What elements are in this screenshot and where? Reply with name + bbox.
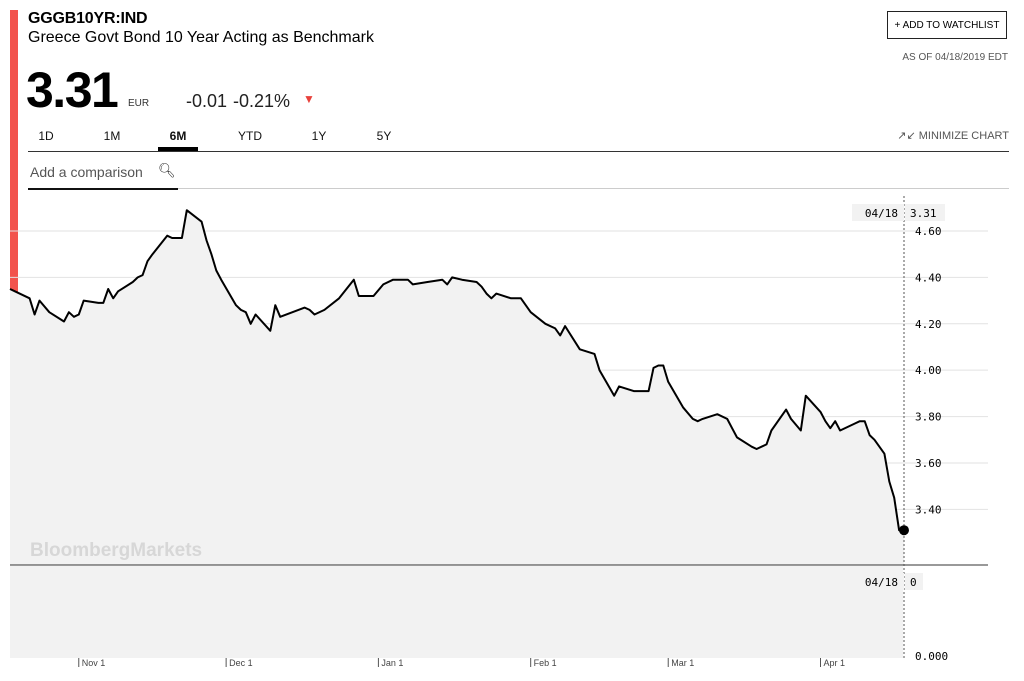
x-tick-label: Mar 1 [671,658,694,668]
lower-crosshair-date-box [852,573,904,590]
crosshair-value-box [905,204,945,221]
y-axis-ticks: 3.40 3.60 3.80 4.00 4.20 4.40 4.60 [915,225,942,516]
last-price: 3.31 [26,62,119,118]
x-tick-label: Feb 1 [534,658,557,668]
y-tick-label: 4.00 [915,364,942,377]
price-currency: EUR [128,98,150,109]
tab-ytd[interactable]: YTD [238,129,262,143]
tab-1m[interactable]: 1M [103,129,121,143]
tab-5y[interactable]: 5Y [376,129,392,143]
x-tick-label: Jan 1 [381,658,403,668]
search-icon[interactable]: 🔍︎ [158,162,176,178]
x-tick-label: Dec 1 [229,658,253,668]
x-tick-label: Nov 1 [82,658,106,668]
lower-crosshair-date-label: 04/18 [865,576,898,589]
tab-1d[interactable]: 1D [38,129,54,143]
ticker-symbol: GGGB10YR:IND [28,10,148,27]
range-tabs: 1D 1M 6M YTD 1Y 5Y ↗↙ MINIMIZE CHART [28,125,1009,152]
divider [178,188,1009,189]
y-tick-label: 3.60 [915,457,942,470]
change-percent: -0.21% [233,91,291,111]
price-line [9,209,904,532]
comparison-search[interactable]: Add a comparison 🔍︎ [28,162,178,190]
watermark: BloombergMarkets [30,540,202,561]
accent-bar [10,10,18,342]
active-tab-indicator [158,147,198,151]
last-price-marker [899,525,909,536]
x-axis-ticks: Nov 1 Dec 1 Jan 1 Feb 1 Mar 1 Apr 1 [78,658,845,668]
price-area-fill [10,210,904,565]
lower-crosshair-value-label: 0 [910,576,917,589]
tab-6m[interactable]: 6M [169,129,187,143]
y-tick-label: 3.40 [915,503,942,516]
y-tick-label: 4.20 [915,318,942,331]
add-to-watchlist-button[interactable]: + ADD TO WATCHLIST [887,11,1007,39]
tab-1y[interactable]: 1Y [311,129,327,143]
crosshair-date-label: 04/18 [865,207,898,220]
y-tick-label: 4.60 [915,225,942,238]
as-of-timestamp: AS OF 04/18/2019 EDT [902,52,1008,63]
y-tick-label: 4.40 [915,271,942,284]
comparison-input-placeholder[interactable]: Add a comparison [30,164,143,180]
lower-panel-fill [10,566,903,658]
down-arrow-icon: ▼ [303,92,315,106]
crosshair-value-label: 3.31 [910,207,937,220]
security-name: Greece Govt Bond 10 Year Acting as Bench… [28,29,374,46]
minimize-label: MINIMIZE CHART [918,130,1009,142]
change-value: -0.01 [186,91,228,111]
y-tick-label: 3.80 [915,411,942,424]
lower-crosshair-value-box [905,573,923,590]
x-tick-label: Apr 1 [823,658,845,668]
lower-y-tick-label: 0.000 [915,650,948,663]
price-change: -0.01 -0.21% [186,91,290,112]
minimize-chart-button[interactable]: ↗↙ MINIMIZE CHART [897,129,1009,142]
crosshair-date-box [852,204,904,221]
minimize-icon: ↗↙ [897,130,916,142]
